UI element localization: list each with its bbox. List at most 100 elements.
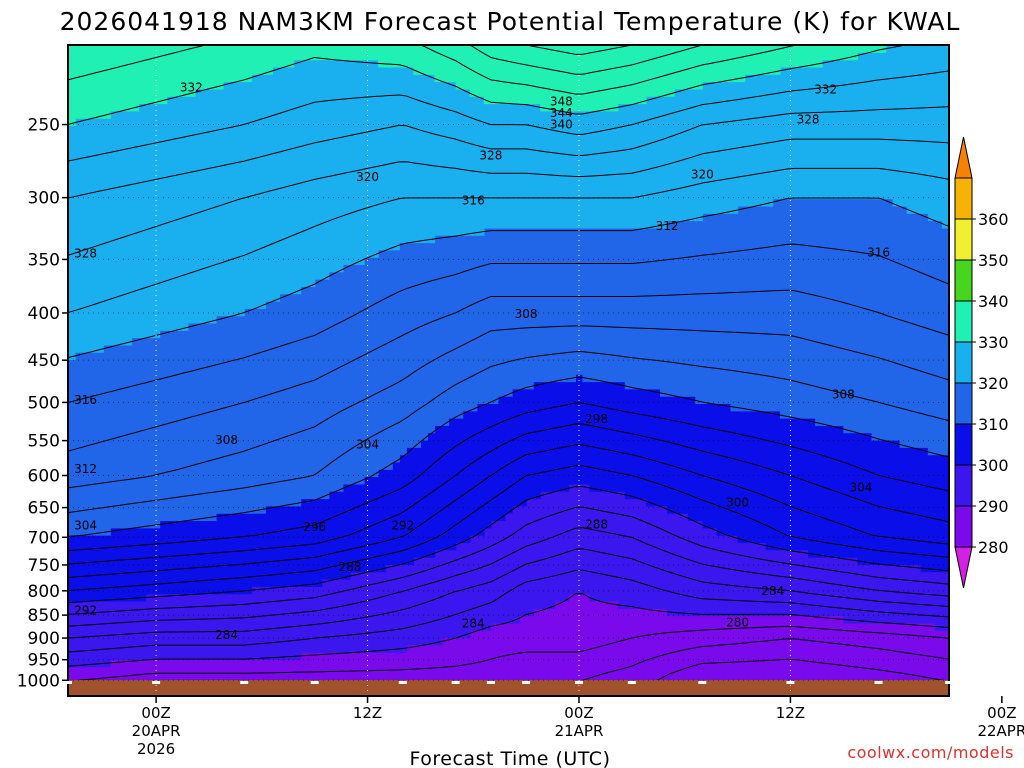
- contour-label: 298: [585, 412, 608, 426]
- contour-line-298: [68, 506, 949, 615]
- contour-label: 332: [814, 82, 837, 96]
- contour-label: 312: [74, 462, 97, 476]
- contour-label: 320: [356, 170, 379, 184]
- x-tick-label: 21APR: [555, 722, 604, 740]
- fill-band-4: [68, 198, 949, 536]
- profile-tick: [945, 681, 953, 684]
- colorbar-label: 360: [978, 210, 1009, 229]
- contour-line-328: [68, 70, 949, 162]
- fill-band-2: [68, 483, 949, 668]
- contour-label: 284: [215, 628, 238, 642]
- x-tick-label: 20APR: [132, 722, 181, 740]
- contour-label: 284: [761, 584, 784, 598]
- profile-tick: [152, 681, 161, 684]
- site-credit: coolwx.com/models: [847, 743, 1014, 762]
- profile-tick: [486, 681, 495, 684]
- contour-label: 292: [391, 519, 414, 533]
- profile-tick: [64, 681, 72, 684]
- colorbar-label: 350: [978, 251, 1009, 270]
- colorbar-label: 280: [978, 538, 1009, 557]
- y-tick-label: 550: [28, 432, 60, 452]
- contour-label: 300: [726, 496, 749, 510]
- y-tick-label: 750: [28, 556, 60, 576]
- profile-tick: [310, 681, 319, 684]
- colorbar-segment: [954, 423, 973, 466]
- y-axis: 250 300 350 400 450 500 550 600 650 700 750 800 850 9…: [17, 116, 68, 691]
- x-axis-title: Forecast Time (UTC): [410, 748, 611, 768]
- contour-fills: [68, 45, 949, 696]
- contour-line-316: [68, 289, 949, 452]
- colorbar-segment: [954, 136, 973, 179]
- profile-tick: [874, 681, 883, 684]
- contour-lines: [68, 45, 949, 696]
- contour-line-318: [68, 243, 949, 403]
- chart-title: 2026041918 NAM3KM Forecast Potential Tem…: [60, 7, 961, 36]
- profile-tick: [240, 681, 249, 684]
- colorbar-label: 300: [978, 456, 1009, 475]
- colorbar-segment: [954, 341, 973, 384]
- colorbar-segment: [954, 177, 973, 220]
- contour-label: 340: [550, 118, 573, 132]
- contour-label: 328: [74, 247, 97, 261]
- contour-label: 296: [303, 520, 326, 534]
- contour-label: 328: [797, 113, 820, 127]
- y-tick-label: 250: [28, 116, 60, 136]
- contour-label: 348: [550, 94, 573, 108]
- profile-tick: [627, 681, 636, 684]
- y-tick-label: 650: [28, 499, 60, 519]
- y-tick-label: 700: [28, 528, 60, 548]
- contour-label: 304: [849, 480, 872, 494]
- contour-label: 308: [832, 387, 855, 401]
- contour-line-334: [469, 45, 703, 75]
- contour-line-312: [68, 351, 949, 514]
- contour-line-330: [68, 45, 906, 125]
- contour-label: 344: [550, 106, 573, 120]
- contour-label: 320: [691, 167, 714, 181]
- contour-label: 308: [515, 307, 538, 321]
- contour-label: 308: [215, 433, 238, 447]
- contour-label: 288: [585, 517, 608, 531]
- colorbar-segment: [954, 382, 973, 425]
- y-tick-label: 900: [28, 629, 60, 649]
- contour-label: 316: [867, 246, 890, 260]
- y-tick-label: 300: [28, 189, 60, 209]
- x-tick-label: 00Z: [987, 704, 1016, 722]
- profile-tick: [574, 681, 583, 684]
- x-tick-label: 12Z: [776, 704, 805, 722]
- contour-line-302: [68, 465, 949, 592]
- y-tick-label: 600: [28, 467, 60, 487]
- colorbar-label: 320: [978, 374, 1009, 393]
- colorbar-label: 340: [978, 292, 1009, 311]
- colorbar-segment: [954, 300, 973, 343]
- contour-line-300: [68, 485, 949, 604]
- y-tick-label: 500: [28, 393, 60, 413]
- contour-line-294: [68, 548, 949, 639]
- y-tick-label: 450: [28, 351, 60, 371]
- y-tick-label: 350: [28, 250, 60, 270]
- profile-tick: [786, 681, 795, 684]
- contour-label: 316: [74, 393, 97, 407]
- contour-label: 304: [74, 519, 97, 533]
- contour-line-304: [68, 444, 949, 578]
- contour-line-332: [68, 45, 797, 95]
- contour-line-320: [68, 197, 949, 359]
- contour-label: 288: [338, 560, 361, 574]
- colorbar: 280 290 300 310 320 330 340 350 360: [954, 136, 1009, 589]
- contour-label: 328: [479, 148, 502, 162]
- contour-line-308: [68, 402, 949, 552]
- colorbar-label: 330: [978, 333, 1009, 352]
- contour-label: 280: [726, 616, 749, 630]
- contour-line-284: [654, 658, 949, 696]
- colorbar-segment: [954, 259, 973, 302]
- fill-band-6: [68, 45, 887, 127]
- colorbar-label: 310: [978, 415, 1009, 434]
- contour-label: 292: [74, 603, 97, 617]
- terrain-band: [68, 680, 949, 696]
- contour-label: 284: [462, 617, 485, 631]
- contour-line-310: [68, 376, 949, 537]
- fill-band-1: [68, 593, 949, 696]
- contour-line-290: [68, 593, 949, 667]
